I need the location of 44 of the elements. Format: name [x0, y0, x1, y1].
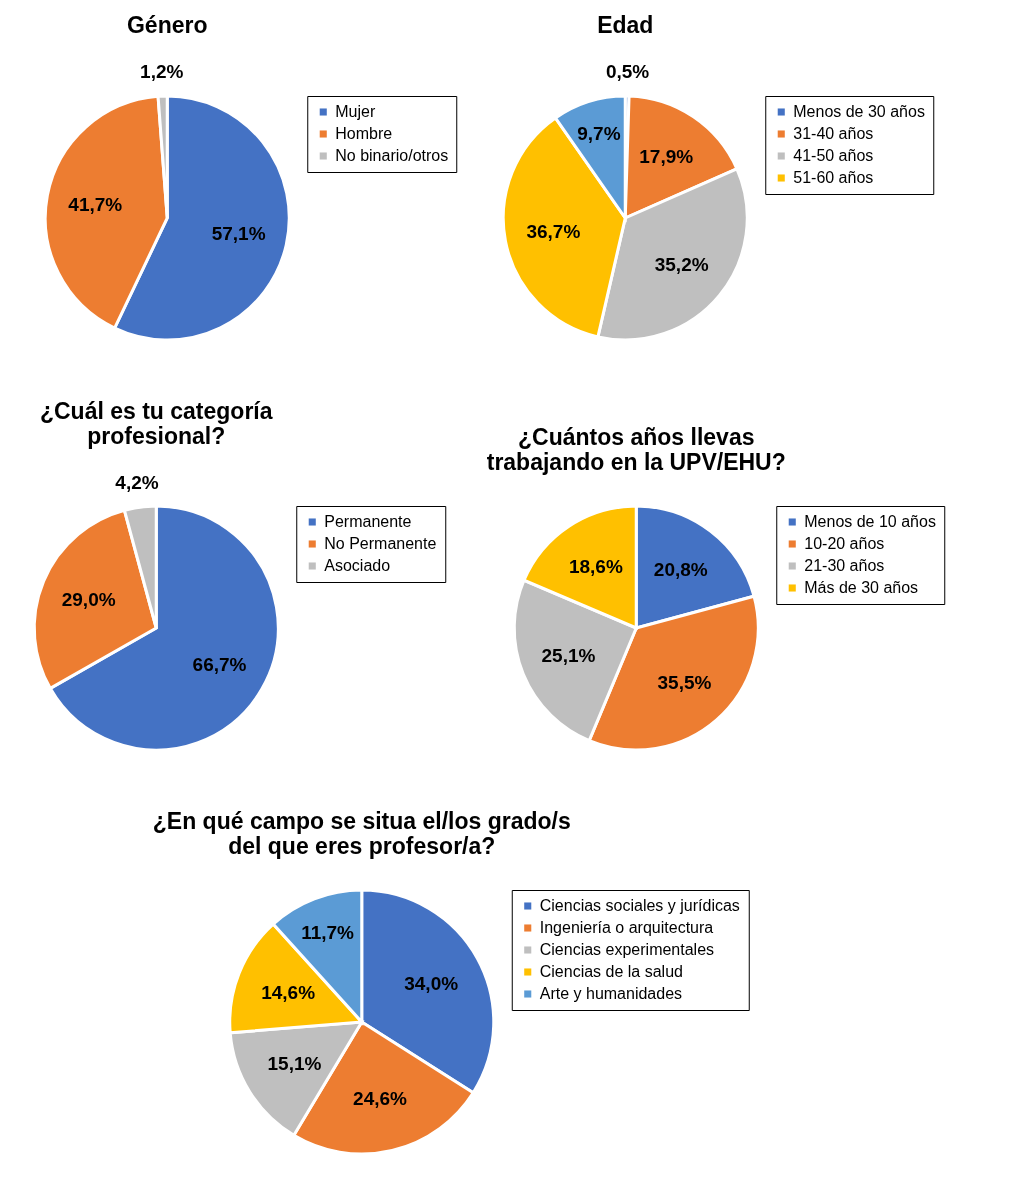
legend-label: Más de 30 años	[804, 579, 919, 596]
data-label: 29,0%	[61, 588, 116, 610]
chart-title: Edad	[597, 12, 654, 39]
data-label: 24,6%	[353, 1088, 408, 1110]
data-label: 20,8%	[653, 558, 708, 580]
legend-label: 41-50 años	[793, 147, 874, 164]
legend-label: Asociado	[324, 557, 391, 574]
legend-label: Ingeniería o arquitectura	[539, 919, 714, 936]
data-label: 35,2%	[654, 253, 709, 275]
legend-label: Hombre	[335, 125, 393, 142]
chart-title: Género	[126, 12, 208, 39]
data-label: 57,1%	[211, 223, 266, 245]
data-label: 4,2%	[115, 472, 159, 494]
legend-label: Mujer	[335, 103, 376, 120]
legend-label: Permanente	[324, 513, 412, 530]
legend-label: 10-20 años	[804, 535, 885, 552]
data-label: 9,7%	[577, 123, 621, 145]
legend-label: 51-60 años	[793, 169, 874, 186]
data-label: 0,5%	[605, 61, 650, 83]
data-label: 18,6%	[568, 555, 623, 577]
data-label: 1,2%	[140, 61, 184, 83]
chart-title: ¿Cuál es tu categoría profesional?	[39, 398, 273, 450]
chart-title: ¿Cuántos años llevas trabajando en la UPV/EHU?	[486, 424, 786, 475]
data-label: 15,1%	[267, 1052, 322, 1074]
chart-title: ¿En qué campo se situa el/los grado/s del que eres profesor/a?	[152, 808, 571, 859]
legend-label: Ciencias experimentales	[539, 941, 715, 958]
legend-label: 21-30 años	[804, 557, 885, 574]
data-label: 14,6%	[261, 981, 316, 1003]
legend-label: No binario/otros	[335, 147, 449, 164]
data-label: 36,7%	[526, 220, 581, 242]
data-label: 17,9%	[639, 146, 694, 168]
legend-label: Menos de 30 años	[793, 103, 925, 120]
data-label: 66,7%	[192, 653, 247, 675]
data-label: 25,1%	[541, 644, 596, 666]
data-label: 34,0%	[404, 972, 459, 994]
data-label: 41,7%	[68, 193, 123, 215]
data-label: 11,7%	[301, 922, 355, 944]
legend-label: No Permanente	[324, 535, 437, 552]
legend-label: 31-40 años	[793, 125, 874, 142]
legend-label: Ciencias de la salud	[539, 963, 683, 980]
data-label: 35,5%	[657, 672, 712, 694]
legend-label: Ciencias sociales y jurídicas	[539, 897, 740, 914]
legend-label: Menos de 10 años	[804, 513, 936, 530]
legend-label: Arte y humanidades	[539, 985, 683, 1002]
